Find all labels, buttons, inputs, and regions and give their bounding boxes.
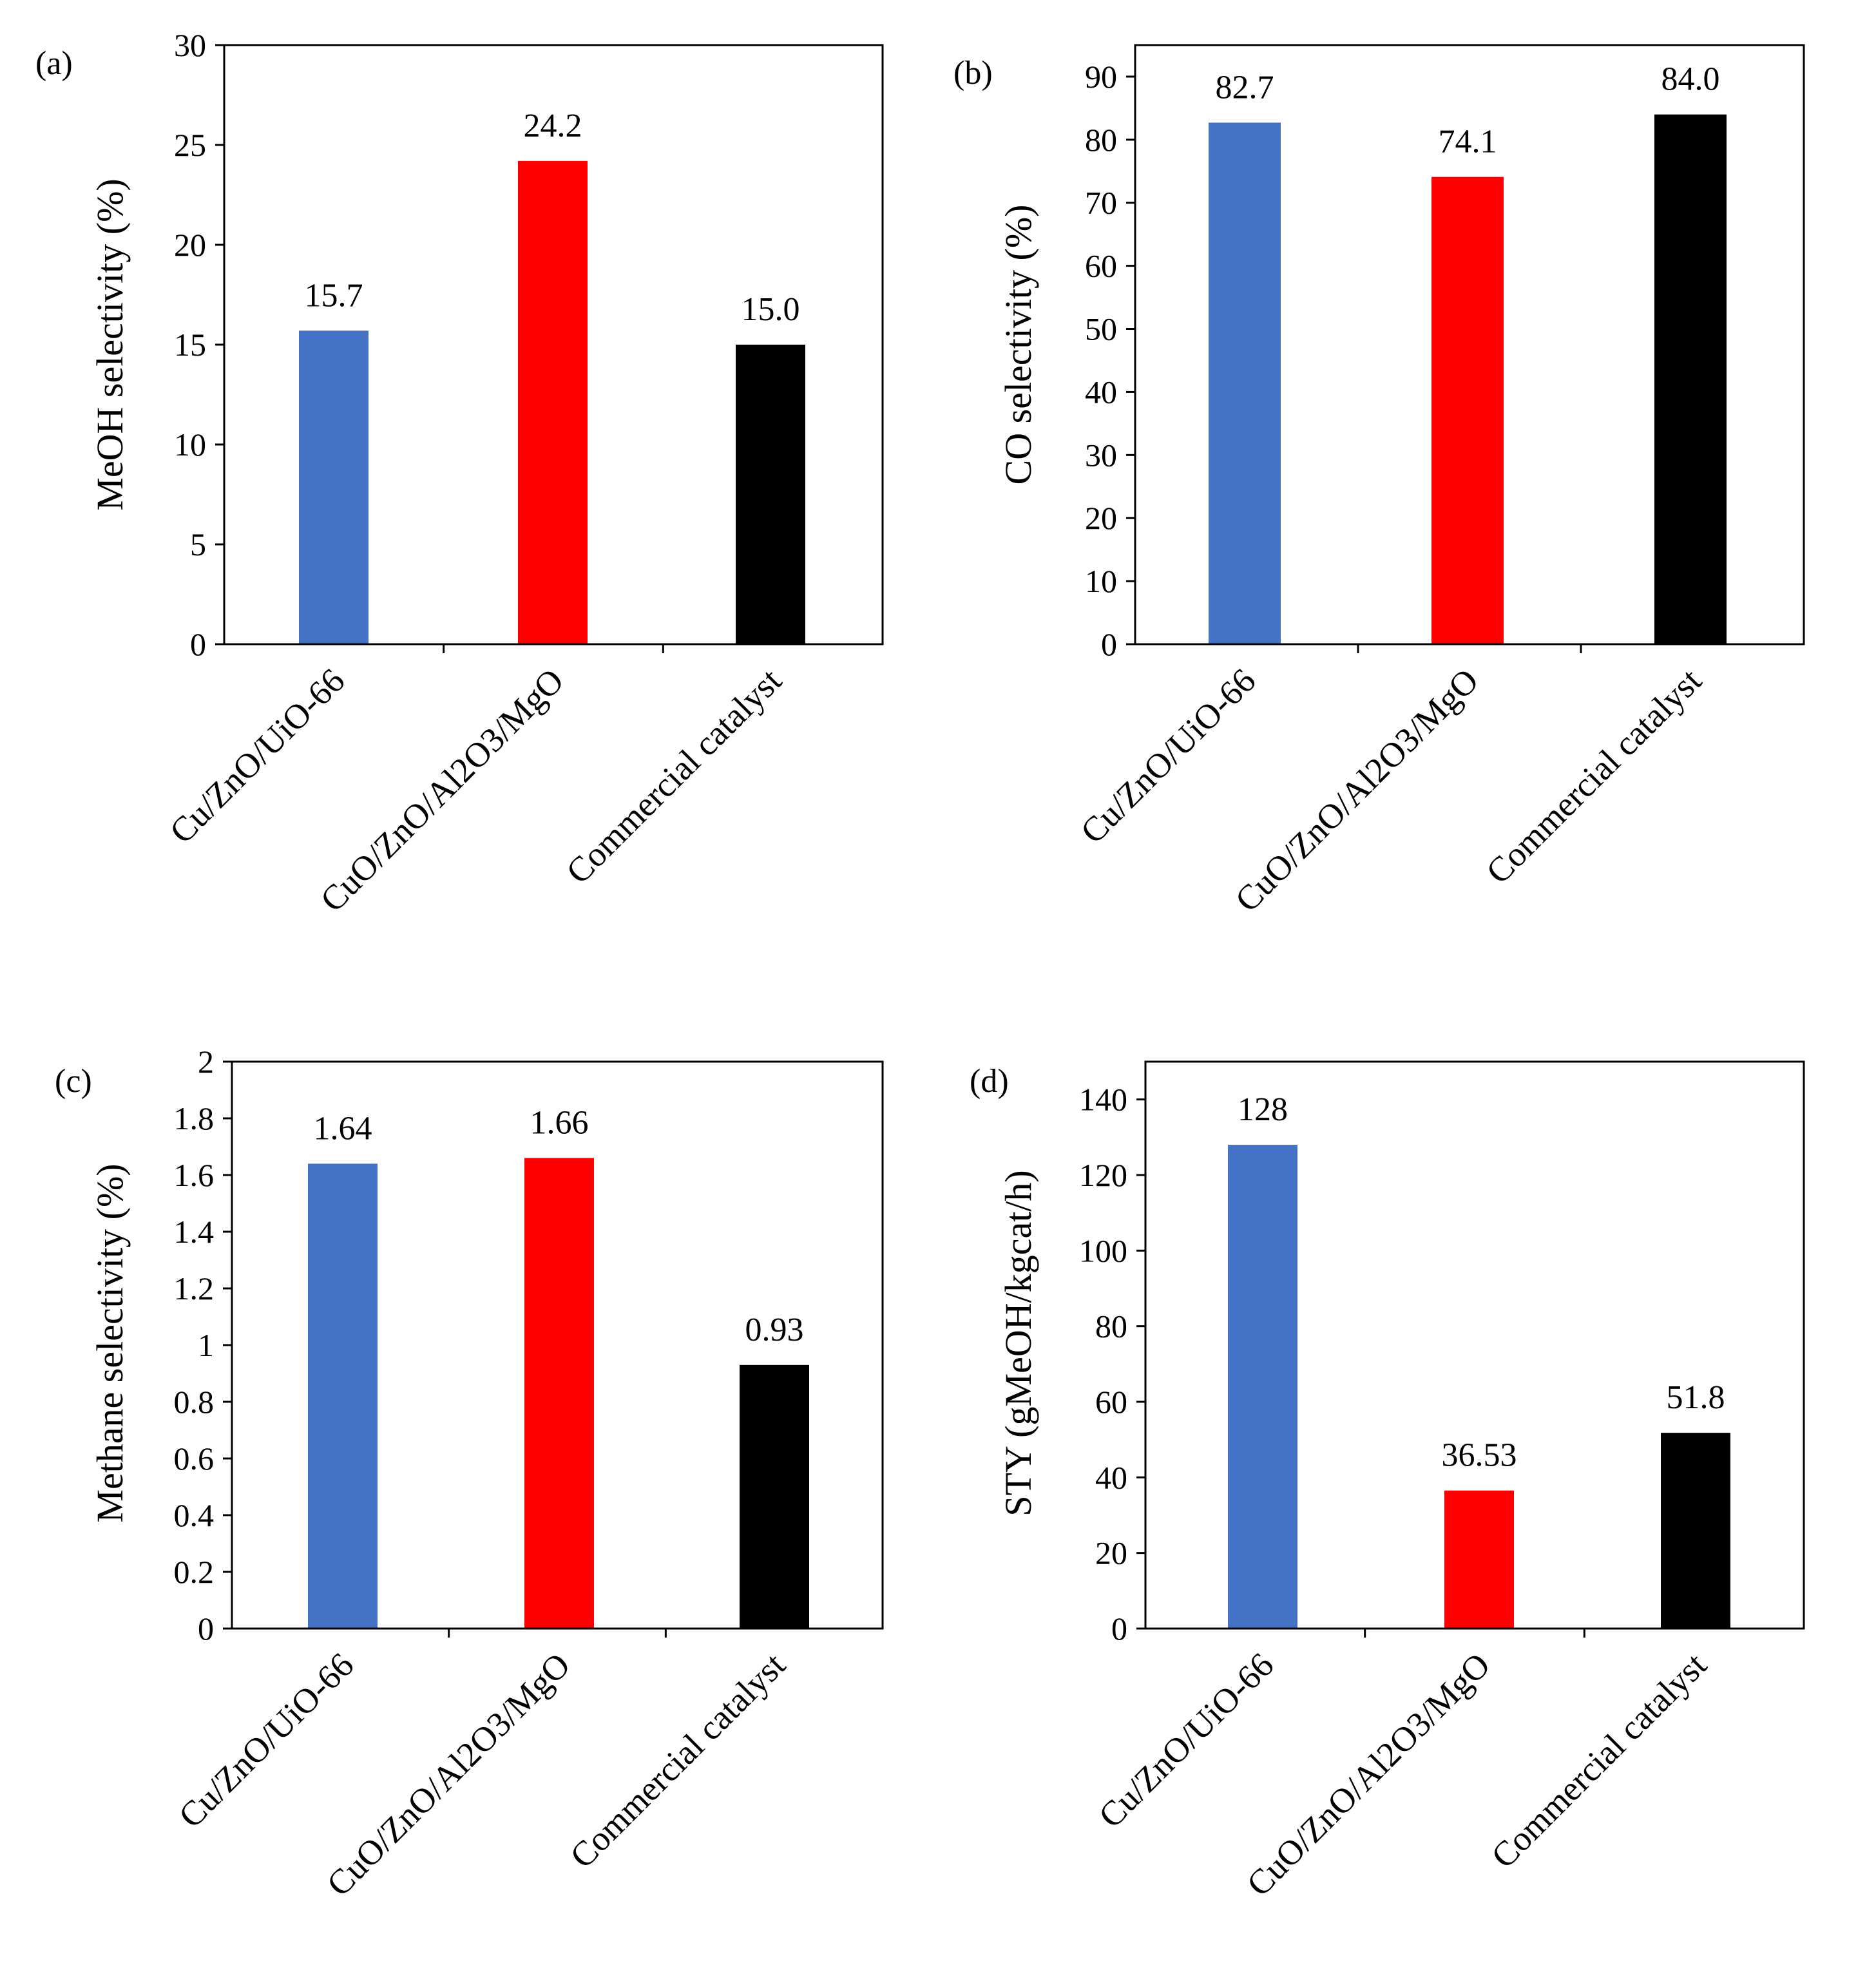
panel-label-b: (b) — [953, 55, 993, 91]
chart-c-bars — [308, 1158, 809, 1629]
panel-label-c: (c) — [55, 1063, 92, 1100]
chart-b-bar-2 — [1431, 177, 1504, 645]
chart-d-y-tick-label: 20 — [1095, 1535, 1127, 1571]
chart-b-plot-frame — [1134, 44, 1805, 645]
chart-d-data-labels: 128 36.53 51.8 — [1238, 1091, 1725, 1474]
chart-c-y-axis-title: Methane selectivity (%) — [89, 1163, 131, 1522]
chart-c-y-tick-label: 0.4 — [174, 1497, 215, 1533]
chart-c-y-tick-label: 1.6 — [174, 1157, 215, 1193]
chart-c-y-tick-label: 0.8 — [174, 1384, 215, 1420]
chart-a-data-label-3: 15.0 — [742, 291, 800, 328]
chart-a-y-tick-label: 0 — [190, 626, 206, 662]
chart-d-data-label-1: 128 — [1238, 1091, 1288, 1128]
chart-d-y-tick-label: 100 — [1079, 1232, 1127, 1268]
chart-a-y-axis-title: MeOH selectivity (%) — [89, 178, 131, 510]
chart-b-y-tick-label: 50 — [1085, 311, 1117, 347]
chart-c-data-label-2: 1.66 — [530, 1105, 589, 1142]
chart-d-y-tick-label: 120 — [1079, 1157, 1127, 1193]
chart-d-y-tick-label: 40 — [1095, 1459, 1127, 1495]
chart-d-bar-2 — [1444, 1490, 1514, 1629]
chart-a-y-axis: 0 5 10 15 20 25 30 — [174, 27, 224, 662]
chart-d-y-axis-title: STY (gMeOH/kgcat/h) — [997, 1170, 1039, 1516]
chart-c-y-tick-label: 1.2 — [174, 1270, 215, 1306]
chart-a-y-tick-label: 30 — [174, 27, 206, 63]
chart-b-bar-3 — [1654, 114, 1727, 644]
chart-c-bar-2 — [524, 1158, 594, 1629]
chart-a-y-tick-label: 5 — [190, 526, 206, 562]
chart-c-data-label-3: 0.93 — [745, 1312, 804, 1348]
chart-d-y-tick-label: 60 — [1095, 1384, 1127, 1420]
panel-label-a: (a) — [35, 45, 73, 82]
chart-c-y-tick-label: 1.8 — [174, 1100, 215, 1136]
chart-c-bar-3 — [740, 1364, 809, 1629]
chart-b-y-tick-label: 80 — [1085, 122, 1117, 158]
chart-b-y-axis-title: CO selectivity (%) — [997, 205, 1039, 485]
chart-c-y-tick-label: 0 — [198, 1611, 214, 1647]
chart-a-y-tick-label: 15 — [174, 327, 206, 363]
chart-d-bar-3 — [1661, 1433, 1730, 1629]
chart-d-bars — [1228, 1145, 1730, 1629]
chart-d-data-label-3: 51.8 — [1667, 1379, 1725, 1416]
chart-d-y-tick-label: 80 — [1095, 1308, 1127, 1344]
chart-a-plot-frame — [223, 44, 884, 645]
chart-d-data-label-2: 36.53 — [1442, 1437, 1517, 1474]
chart-c-y-tick-label: 0.2 — [174, 1554, 215, 1590]
chart-b-data-label-3: 84.0 — [1661, 61, 1720, 98]
chart-c-plot-frame — [231, 1060, 884, 1630]
chart-a-y-tick-label: 25 — [174, 127, 206, 163]
chart-a-bar-2 — [518, 160, 588, 645]
chart-b-y-tick-label: 20 — [1085, 500, 1117, 536]
chart-b-data-labels: 82.7 74.1 84.0 — [1216, 61, 1720, 160]
chart-c-data-labels: 1.64 1.66 0.93 — [314, 1105, 804, 1348]
chart-c-y-tick-label: 1 — [198, 1327, 214, 1363]
chart-b-data-label-2: 74.1 — [1439, 124, 1497, 160]
chart-b-y-tick-label: 70 — [1085, 185, 1117, 221]
chart-c-y-tick-label: 2 — [198, 1044, 214, 1080]
chart-b-y-tick-label: 0 — [1101, 626, 1117, 662]
chart-b-y-tick-label: 60 — [1085, 248, 1117, 284]
chart-b-y-tick-label: 40 — [1085, 374, 1117, 410]
chart-b-y-tick-label: 10 — [1085, 563, 1117, 599]
chart-d-y-axis: 0 20 40 60 80 100 120 140 — [1079, 1082, 1145, 1647]
chart-b-y-axis: 0 10 20 30 40 50 60 70 80 90 — [1085, 59, 1135, 662]
chart-c-bar-1 — [308, 1163, 378, 1629]
chart-c-y-axis: 0 0.2 0.4 0.6 0.8 1 1.2 1.4 1.6 1.8 2 — [174, 1044, 232, 1647]
chart-a-bar-1 — [299, 330, 368, 644]
chart-b-bar-1 — [1209, 122, 1281, 644]
chart-a-y-tick-label: 20 — [174, 227, 206, 263]
chart-a-data-labels: 15.7 24.2 15.0 — [305, 108, 800, 328]
chart-d-y-tick-label: 0 — [1111, 1611, 1127, 1647]
chart-c-y-tick-label: 1.4 — [174, 1214, 215, 1250]
chart-a-y-tick-label: 10 — [174, 426, 206, 463]
chart-d-plot-frame — [1144, 1060, 1805, 1630]
chart-c-data-label-1: 1.64 — [314, 1110, 372, 1147]
chart-b-bars — [1209, 114, 1727, 645]
chart-b-y-tick-label: 90 — [1085, 59, 1117, 95]
chart-b-data-label-1: 82.7 — [1216, 69, 1274, 106]
chart-a-bars — [299, 160, 805, 645]
chart-a-data-label-2: 24.2 — [524, 108, 582, 144]
chart-d-bar-1 — [1228, 1145, 1297, 1629]
chart-b-y-tick-label: 30 — [1085, 437, 1117, 473]
chart-d-y-tick-label: 140 — [1079, 1082, 1127, 1118]
chart-a-data-label-1: 15.7 — [305, 277, 363, 314]
chart-a-bar-3 — [736, 345, 805, 644]
chart-c-y-tick-label: 0.6 — [174, 1440, 215, 1477]
panel-label-d: (d) — [970, 1063, 1009, 1100]
